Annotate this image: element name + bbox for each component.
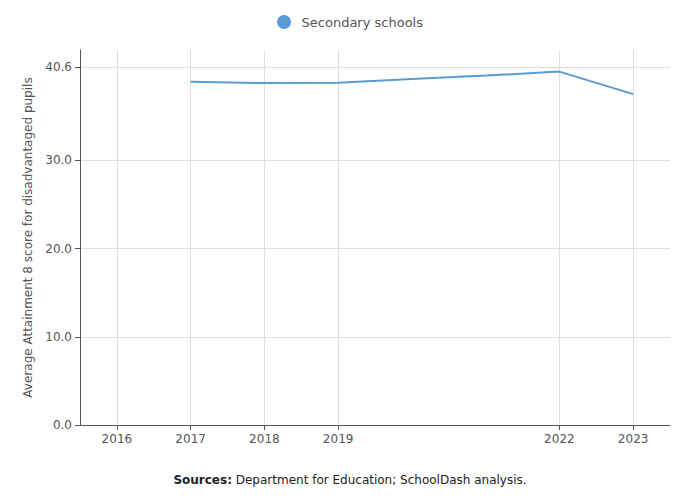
svg-text:2017: 2017 <box>175 432 206 446</box>
svg-text:2023: 2023 <box>618 432 649 446</box>
svg-text:10.0: 10.0 <box>45 330 72 344</box>
svg-text:Department for Education; Scho: Department for Education; SchoolDash ana… <box>236 473 527 487</box>
svg-text:2019: 2019 <box>323 432 354 446</box>
svg-text:30.0: 30.0 <box>45 153 72 167</box>
svg-text:Average Attainment 8 score for: Average Attainment 8 score for disadvant… <box>21 77 35 397</box>
svg-text:2018: 2018 <box>249 432 280 446</box>
svg-text:2016: 2016 <box>102 432 133 446</box>
svg-text:20.0: 20.0 <box>45 242 72 256</box>
svg-text:40.6: 40.6 <box>45 60 72 74</box>
svg-text:Secondary schools: Secondary schools <box>302 15 424 30</box>
svg-text:Sources:: Sources: <box>173 473 232 487</box>
svg-text:0.0: 0.0 <box>53 418 72 432</box>
svg-text:2022: 2022 <box>544 432 575 446</box>
